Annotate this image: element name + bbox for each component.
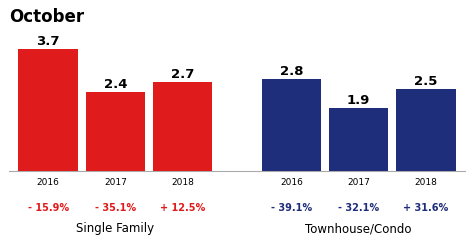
Bar <box>85 92 145 171</box>
Text: 2.4: 2.4 <box>103 78 127 91</box>
Text: + 12.5%: + 12.5% <box>160 202 205 212</box>
Text: 2.7: 2.7 <box>171 68 194 81</box>
Text: 2.8: 2.8 <box>280 65 303 78</box>
Text: 1.9: 1.9 <box>347 94 370 107</box>
Text: - 32.1%: - 32.1% <box>338 202 379 212</box>
Text: October: October <box>9 8 84 26</box>
Text: - 15.9%: - 15.9% <box>27 202 69 212</box>
Text: - 39.1%: - 39.1% <box>271 202 312 212</box>
Bar <box>262 79 321 171</box>
Bar <box>153 83 212 171</box>
Text: - 35.1%: - 35.1% <box>95 202 136 212</box>
Text: Single Family: Single Family <box>76 221 155 234</box>
Text: + 31.6%: + 31.6% <box>403 202 448 212</box>
Text: Townhouse/Condo: Townhouse/Condo <box>305 221 412 234</box>
Text: 3.7: 3.7 <box>36 35 60 48</box>
Bar <box>329 109 389 171</box>
Text: 2.5: 2.5 <box>414 74 438 87</box>
Bar <box>396 89 456 171</box>
Bar <box>18 50 78 171</box>
